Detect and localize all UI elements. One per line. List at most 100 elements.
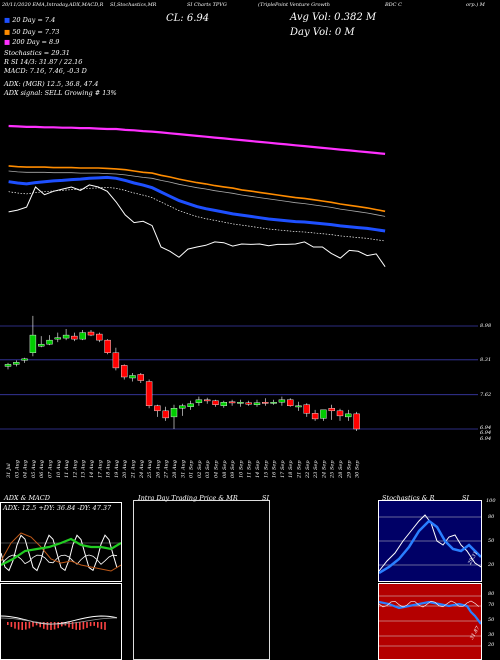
stoch-panel-title: Stochastics & R bbox=[382, 494, 435, 502]
ema200-label: ■ 200 Day = 8.9 bbox=[4, 38, 60, 46]
ema20-label: ■ 20 Day = 7.4 bbox=[4, 16, 56, 24]
candle-body bbox=[71, 335, 78, 340]
macd-histogram-bar bbox=[89, 622, 92, 627]
date-tick-label: 17 Aug bbox=[97, 460, 103, 478]
header-line-e: BDC C bbox=[385, 2, 402, 8]
candle-body bbox=[4, 364, 12, 367]
candle-body bbox=[129, 375, 136, 379]
macd-histogram-bar bbox=[53, 622, 56, 630]
candle-body bbox=[112, 352, 120, 369]
date-tick-label: 14 Sep bbox=[255, 460, 261, 478]
ema20-line bbox=[8, 175, 386, 233]
candle-body bbox=[162, 410, 169, 419]
date-tick-label: 18 Aug bbox=[106, 460, 112, 478]
date-tick-label: 11 Aug bbox=[64, 460, 70, 478]
candle-body bbox=[120, 365, 128, 378]
signal-dotted-line bbox=[8, 187, 386, 242]
price-level-label: 7.62 bbox=[480, 392, 492, 398]
macd-histogram-bar bbox=[43, 622, 45, 629]
date-tick-label: 01 Sep bbox=[189, 460, 195, 478]
candle-body bbox=[87, 331, 95, 336]
rsi-tick: 30 bbox=[488, 632, 495, 638]
date-tick-label: 03 Sep bbox=[205, 460, 211, 478]
date-tick-label: 21 Sep bbox=[297, 460, 303, 479]
candle-body bbox=[62, 334, 70, 339]
header-line-f: orp.) M bbox=[466, 2, 485, 8]
price-level-label: 6.94 bbox=[480, 430, 492, 436]
candle-body bbox=[29, 334, 37, 353]
day-volume: Day Vol: 0 M bbox=[290, 27, 355, 38]
date-tick-label: 28 Sep bbox=[338, 460, 344, 479]
date-tick-label: 26 Aug bbox=[155, 460, 161, 479]
price-level-label: 6.94 bbox=[480, 425, 492, 431]
date-tick-label: 25 Sep bbox=[330, 460, 336, 479]
ema50-label: ■ 50 Day = 7.73 bbox=[4, 28, 60, 36]
candle-body bbox=[137, 374, 145, 381]
candle-body bbox=[187, 403, 194, 407]
price-level-label: 8.31 bbox=[480, 357, 492, 363]
rsi-panel bbox=[378, 583, 482, 660]
price-chart: 31 Jul 03 Aug 04 Aug 05 Aug 06 Aug 07 Aug 10 A… bbox=[0, 124, 478, 479]
macd-histogram-bar bbox=[86, 622, 88, 628]
date-tick-label: 11 Sep bbox=[247, 460, 253, 478]
stochastics-lines bbox=[379, 514, 481, 575]
macd-histogram-bar bbox=[28, 622, 31, 629]
candle-body bbox=[245, 402, 252, 405]
date-tick-label: 09 Sep bbox=[230, 460, 236, 478]
candle-body bbox=[353, 413, 360, 430]
intraday-panel-si: SI bbox=[262, 494, 270, 502]
date-tick-label: 05 Aug bbox=[31, 460, 37, 478]
macd-histogram-bar bbox=[104, 622, 106, 630]
macd-histogram-bar bbox=[79, 622, 81, 630]
candle-body bbox=[311, 413, 319, 420]
date-tick-label: 19 Aug bbox=[114, 460, 120, 478]
candle-body bbox=[195, 399, 203, 403]
macd-histogram-bar bbox=[57, 622, 59, 629]
stoch-tick: 50 bbox=[488, 538, 495, 544]
macd-histogram-bar bbox=[93, 622, 95, 626]
candle-body bbox=[228, 401, 236, 404]
date-tick-label: 02 Sep bbox=[197, 460, 203, 478]
date-tick-label: 28 Aug bbox=[172, 460, 178, 479]
header-line-d: (TriplePoint Venture Growth bbox=[258, 2, 331, 8]
candle-body bbox=[336, 410, 344, 417]
date-tick-label: 20 Aug bbox=[122, 460, 128, 479]
date-tick-label: 30 Sep bbox=[355, 460, 361, 478]
header-line: 20/11/2020 EMA,Intraday,ADX,MACD,R bbox=[2, 2, 104, 8]
rsi-lines bbox=[379, 595, 481, 647]
ema-envelope-line bbox=[8, 170, 386, 217]
avg-volume: Avg Vol: 0.382 M bbox=[290, 12, 377, 23]
date-tick-label: 04 Aug bbox=[23, 460, 29, 478]
candle-body bbox=[79, 332, 86, 340]
ema200-line bbox=[8, 124, 386, 155]
macd-histogram-bar bbox=[10, 622, 13, 627]
close-price-line bbox=[8, 184, 386, 267]
candle-body bbox=[237, 402, 244, 404]
candle-body bbox=[262, 402, 269, 404]
date-tick-label: 13 Aug bbox=[81, 460, 87, 478]
macd-lines bbox=[1, 615, 118, 630]
candle-body bbox=[270, 402, 277, 404]
rsi-value: R SI 14/3: 31.87 / 22.16 bbox=[4, 58, 83, 66]
adx-lines bbox=[1, 532, 121, 572]
macd-histogram-bar bbox=[46, 622, 49, 630]
date-tick-label: 17 Sep bbox=[280, 460, 286, 478]
candle-body bbox=[295, 405, 302, 408]
stoch-tick: 80 bbox=[488, 514, 495, 520]
date-tick-label: 15 Sep bbox=[263, 460, 269, 478]
date-tick-label: 24 Sep bbox=[321, 460, 327, 479]
date-tick-label: 25 Aug bbox=[147, 460, 153, 479]
rsi-tick: 80 bbox=[488, 591, 495, 597]
macd-histogram-bar bbox=[82, 622, 85, 630]
adx-panel-title: ADX & MACD bbox=[4, 494, 50, 502]
adx-signal: ADX signal: SELL Growing # 13% bbox=[4, 89, 117, 97]
date-tick-label: 27 Aug bbox=[164, 460, 170, 479]
stoch-panel-si: SI bbox=[462, 494, 470, 502]
candle-body bbox=[170, 408, 178, 418]
date-tick-label: 31 Jul bbox=[6, 463, 12, 478]
candle-body bbox=[96, 333, 103, 341]
date-tick-label: 24 Aug bbox=[139, 460, 145, 479]
macd-histogram-bar bbox=[97, 622, 99, 628]
stoch-tick: 20 bbox=[488, 562, 495, 568]
stochastics-value: Stochastics = 29.31 bbox=[4, 49, 70, 57]
